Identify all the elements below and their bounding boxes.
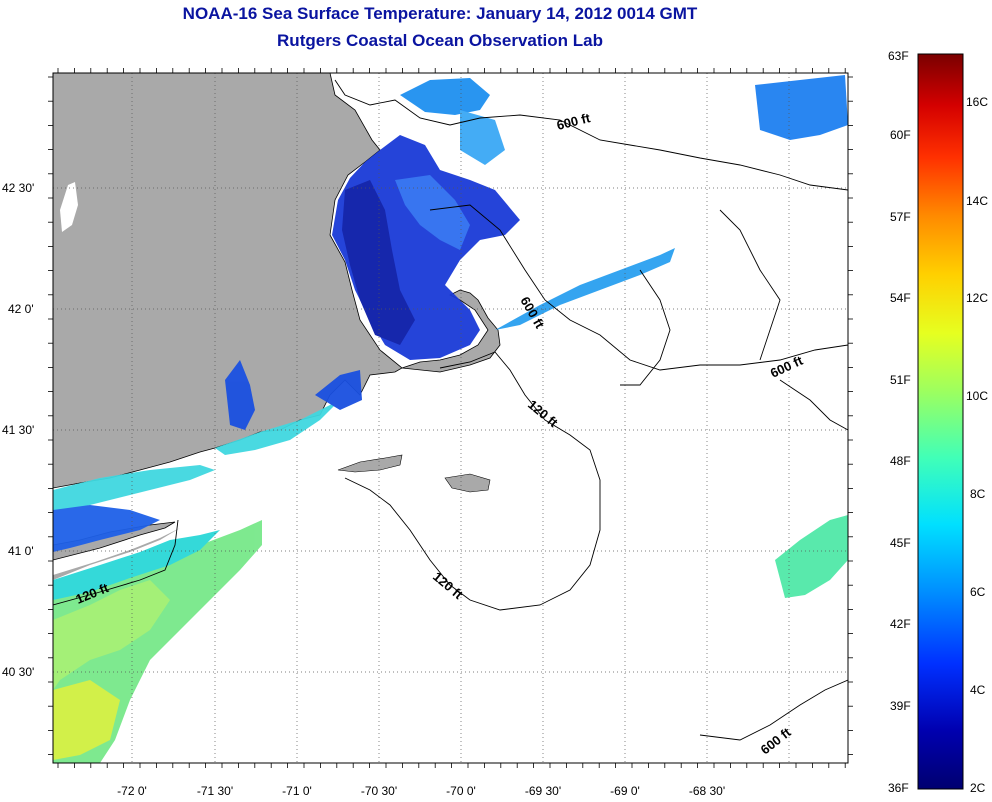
colorbar-c-label: 2C <box>970 781 986 795</box>
lat-label: 40 30' <box>2 665 34 679</box>
land-nantucket <box>444 473 491 493</box>
land-marthas-vineyard <box>337 454 403 473</box>
colorbar-c-label: 6C <box>970 585 986 599</box>
lat-label: 42 0' <box>8 302 34 316</box>
latitude-labels: 42 30' 42 0' 41 30' 41 0' 40 30' <box>2 181 34 679</box>
colorbar-f-label: 57F <box>890 210 911 224</box>
colorbar-f-label: 51F <box>890 373 911 387</box>
colorbar-f-labels: 63F 60F 57F 54F 51F 48F 45F 42F 39F 36F <box>888 49 911 795</box>
isobath-600-se <box>699 679 848 741</box>
longitude-labels: -72 0' -71 30' -71 0' -70 30' -70 0' -69… <box>117 784 725 798</box>
lon-label: -71 0' <box>282 784 312 798</box>
colorbar-f-label: 60F <box>890 128 911 142</box>
lon-label: -70 30' <box>361 784 397 798</box>
isobaths <box>53 79 848 741</box>
colorbar-c-labels: 16C 14C 12C 10C 8C 6C 4C 2C <box>966 95 988 795</box>
colorbar-f-label: 48F <box>890 454 911 468</box>
lon-label: -70 0' <box>446 784 476 798</box>
isobath-600-mid <box>429 204 848 371</box>
colorbar-f-label: 54F <box>890 291 911 305</box>
lon-label: -68 30' <box>689 784 725 798</box>
colorbar-f-label: 63F <box>888 49 909 63</box>
colorbar <box>917 53 964 790</box>
isobath-misc <box>719 209 781 361</box>
colorbar-c-label: 4C <box>970 683 986 697</box>
map-title: NOAA-16 Sea Surface Temperature: January… <box>182 4 698 23</box>
isobath-120-cape <box>344 351 601 611</box>
lon-label: -72 0' <box>117 784 147 798</box>
map-subtitle: Rutgers Coastal Ocean Observation Lab <box>277 31 603 50</box>
lake <box>60 182 78 232</box>
colorbar-c-label: 10C <box>966 389 988 403</box>
colorbar-f-label: 42F <box>890 617 911 631</box>
lat-label: 42 30' <box>2 181 34 195</box>
map-border <box>52 72 849 764</box>
colorbar-f-label: 36F <box>888 781 909 795</box>
colorbar-c-label: 14C <box>966 194 988 208</box>
land-long-island-east <box>53 528 180 580</box>
colorbar-f-label: 45F <box>890 536 911 550</box>
sst-data <box>53 75 848 763</box>
colorbar-c-label: 12C <box>966 291 988 305</box>
isobath-ne <box>779 379 848 431</box>
map-content: 600 ft 600 ft 600 ft 600 ft 120 ft 120 f… <box>53 73 848 763</box>
land-cape-cod <box>401 289 501 373</box>
isobath-600-north <box>334 79 848 191</box>
lon-label: -71 30' <box>197 784 233 798</box>
colorbar-c-label: 8C <box>970 487 986 501</box>
tick-marks <box>48 68 853 768</box>
graticule <box>53 73 848 763</box>
lon-label: -69 30' <box>525 784 561 798</box>
lon-label: -69 0' <box>610 784 640 798</box>
colorbar-c-label: 16C <box>966 95 988 109</box>
isobath-600-e <box>620 269 671 386</box>
lat-label: 41 30' <box>2 423 34 437</box>
lat-label: 41 0' <box>8 544 34 558</box>
isobath-120-li <box>53 519 179 606</box>
colorbar-f-label: 39F <box>890 699 911 713</box>
